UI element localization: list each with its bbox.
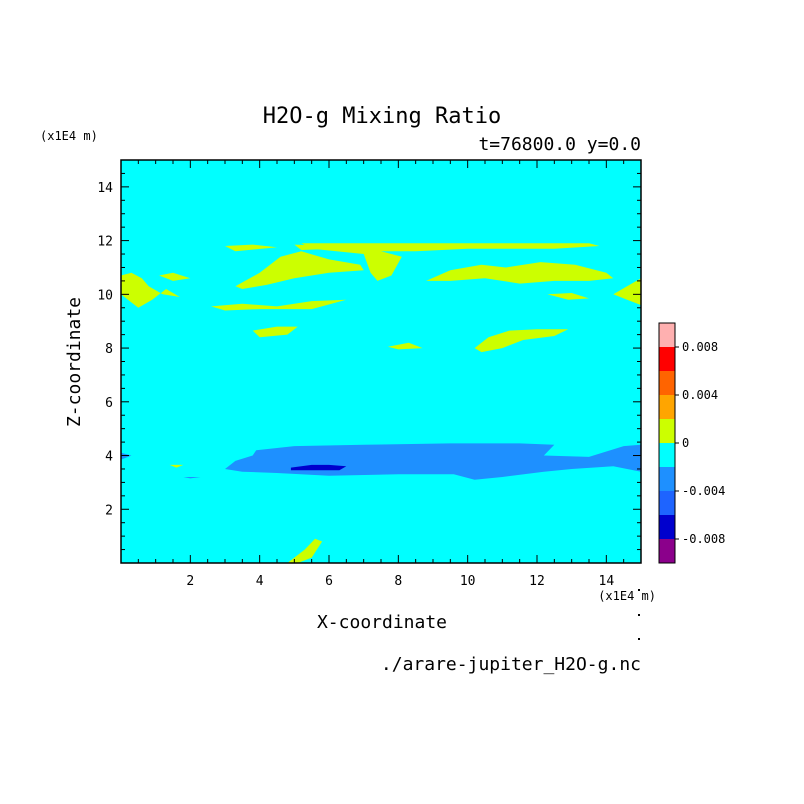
colorbar-cell	[659, 467, 675, 491]
contour-region-positive	[387, 342, 423, 350]
x-tick-label: 14	[599, 574, 615, 589]
contour-region-positive	[426, 262, 614, 284]
contour-region-positive	[225, 244, 277, 252]
contour-region-positive	[235, 251, 364, 289]
contour-region-positive	[301, 243, 600, 281]
colorbar-cell	[659, 491, 675, 515]
x-tick-label: 6	[325, 574, 333, 589]
colorbar-cell	[659, 395, 675, 419]
contour-region-positive	[287, 538, 323, 563]
y-tick-label: 10	[97, 288, 113, 303]
y-tick-label: 6	[105, 396, 113, 411]
y-tick-label: 8	[105, 342, 113, 357]
contour-region-positive	[159, 272, 191, 281]
colorbar-label: -0.004	[682, 484, 725, 498]
contour-region-positive	[474, 329, 569, 353]
contour-region-negative	[183, 477, 201, 479]
colorbar: 0.008 0.004 0 -0.004 -0.008	[658, 322, 725, 564]
chart-title: H2O-g Mixing Ratio	[263, 104, 501, 129]
x-tick-label: 8	[394, 574, 402, 589]
plot-background	[121, 160, 641, 563]
colorbar-cell	[659, 443, 675, 467]
chart-subtitle: t=76800.0 y=0.0	[478, 134, 641, 155]
colorbar-cell	[659, 371, 675, 395]
axis-ticks: 2 4 6 8 10 12 14 2 4 6 8 10 12 14	[97, 160, 641, 589]
contour-region-positive	[211, 299, 347, 311]
contour-region-positive	[613, 278, 641, 306]
contour-region-positive	[252, 326, 298, 338]
colorbar-label: 0	[682, 436, 689, 450]
colorbar-cell	[659, 419, 675, 443]
y-tick-label: 12	[97, 235, 113, 250]
colorbar-cell	[659, 539, 675, 563]
x-axis-label: X-coordinate	[317, 612, 447, 633]
contour-region-negative	[225, 443, 641, 480]
x-tick-label: 12	[529, 574, 545, 589]
x-tick-label: 2	[186, 574, 194, 589]
y-tick-label: 4	[105, 450, 113, 465]
x-tick-label: 10	[460, 574, 476, 589]
y-tick-label: 14	[97, 181, 113, 196]
colorbar-cell	[659, 347, 675, 371]
contour-region-negative	[290, 464, 347, 471]
contour-regions	[121, 243, 641, 563]
source-file-label: ./arare-jupiter_H2O-g.nc	[381, 654, 641, 675]
contour-region-positive	[121, 272, 180, 308]
contour-region-positive	[169, 464, 184, 468]
y-unit-label: (x1E4 m)	[40, 129, 98, 143]
colorbar-cell	[659, 323, 675, 347]
colorbar-cell	[659, 515, 675, 539]
colorbar-label: -0.008	[682, 532, 725, 546]
colorbar-label: 0.008	[682, 340, 718, 354]
contour-region-positive	[547, 293, 589, 300]
x-unit-label: (x1E4 m)	[598, 589, 656, 603]
plot-area: 2 4 6 8 10 12 14 2 4 6 8 10 12 14	[97, 159, 642, 589]
y-tick-label: 2	[105, 503, 113, 518]
decorative-marks	[638, 589, 640, 640]
contour-region-negative	[121, 452, 132, 460]
y-axis-label: Z-coordinate	[64, 297, 85, 427]
colorbar-label: 0.004	[682, 388, 718, 402]
x-tick-label: 4	[256, 574, 264, 589]
